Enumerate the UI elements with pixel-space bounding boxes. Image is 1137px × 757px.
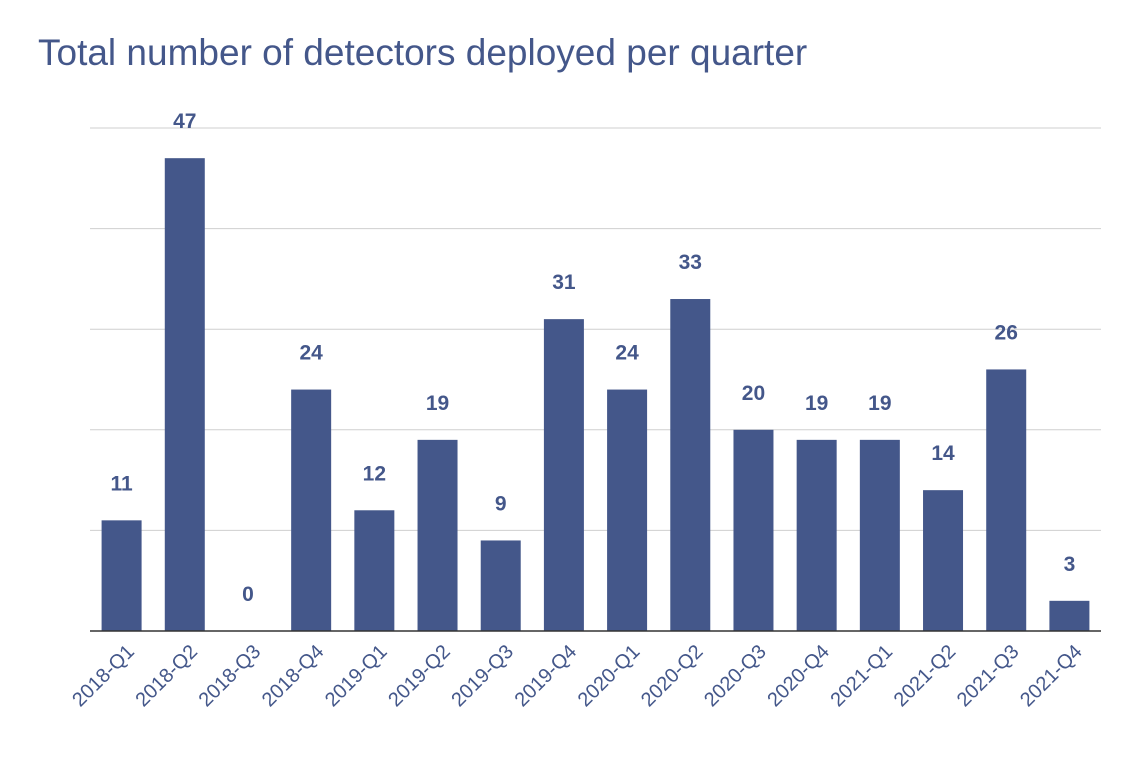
data-label-2021-Q3: 26	[995, 321, 1018, 344]
data-label-2018-Q2: 47	[173, 110, 196, 133]
data-label-2018-Q3: 0	[242, 583, 254, 606]
bar-2021-Q1	[859, 439, 900, 631]
x-tick-labels: 2018-Q12018-Q22018-Q32018-Q42019-Q12019-…	[68, 641, 1086, 712]
x-tick-label-2019-Q1: 2019-Q1	[321, 641, 392, 712]
data-label-2020-Q4: 19	[805, 392, 828, 415]
chart-title: Total number of detectors deployed per q…	[38, 32, 808, 73]
bar-2019-Q3	[480, 540, 521, 631]
x-tick-label-2019-Q2: 2019-Q2	[384, 641, 455, 712]
data-label-2021-Q4: 3	[1064, 553, 1076, 576]
x-tick-label-2018-Q2: 2018-Q2	[131, 641, 202, 712]
x-tick-label-2019-Q4: 2019-Q4	[511, 641, 582, 712]
data-label-2019-Q2: 19	[426, 392, 449, 415]
bar-2018-Q1	[101, 520, 142, 631]
bar-2020-Q1	[607, 389, 648, 631]
bar-2018-Q2	[164, 158, 205, 631]
data-label-2021-Q1: 19	[868, 392, 891, 415]
x-tick-label-2021-Q4: 2021-Q4	[1016, 641, 1087, 712]
bar-2020-Q2	[670, 299, 711, 631]
bar-2021-Q3	[986, 369, 1027, 631]
bars	[101, 158, 1090, 631]
bar-2018-Q4	[291, 389, 332, 631]
data-label-2019-Q3: 9	[495, 492, 507, 515]
bar-2021-Q2	[923, 490, 964, 631]
x-tick-label-2020-Q1: 2020-Q1	[574, 641, 645, 712]
x-tick-label-2020-Q3: 2020-Q3	[700, 641, 771, 712]
data-label-2020-Q3: 20	[742, 382, 765, 405]
data-label-2019-Q1: 12	[363, 462, 386, 485]
x-tick-label-2018-Q3: 2018-Q3	[195, 641, 266, 712]
bar-2019-Q4	[543, 319, 584, 631]
x-tick-label-2020-Q4: 2020-Q4	[763, 641, 834, 712]
x-tick-label-2018-Q1: 2018-Q1	[68, 641, 139, 712]
gridlines	[90, 127, 1101, 531]
x-tick-label-2021-Q2: 2021-Q2	[890, 641, 961, 712]
data-labels: 11 47 0 24 12 19 9 31 24 33 20 19 19 14 26 3	[110, 110, 1075, 606]
x-tick-label-2020-Q2: 2020-Q2	[637, 641, 708, 712]
x-tick-label-2021-Q3: 2021-Q3	[953, 641, 1024, 712]
data-label-2021-Q2: 14	[931, 442, 955, 465]
x-tick-label-2021-Q1: 2021-Q1	[827, 641, 898, 712]
bar-2019-Q2	[417, 439, 458, 631]
x-tick-label-2019-Q3: 2019-Q3	[447, 641, 518, 712]
bar-2019-Q1	[354, 510, 395, 631]
data-label-2020-Q1: 24	[615, 342, 639, 365]
bar-2020-Q4	[796, 439, 837, 631]
bar-2020-Q3	[733, 429, 774, 631]
bar-2021-Q4	[1049, 600, 1090, 631]
data-label-2020-Q2: 33	[679, 251, 702, 274]
data-label-2018-Q4: 24	[299, 342, 323, 365]
data-label-2019-Q4: 31	[552, 271, 576, 294]
x-tick-label-2018-Q4: 2018-Q4	[258, 641, 329, 712]
data-label-2018-Q1: 11	[110, 472, 133, 495]
